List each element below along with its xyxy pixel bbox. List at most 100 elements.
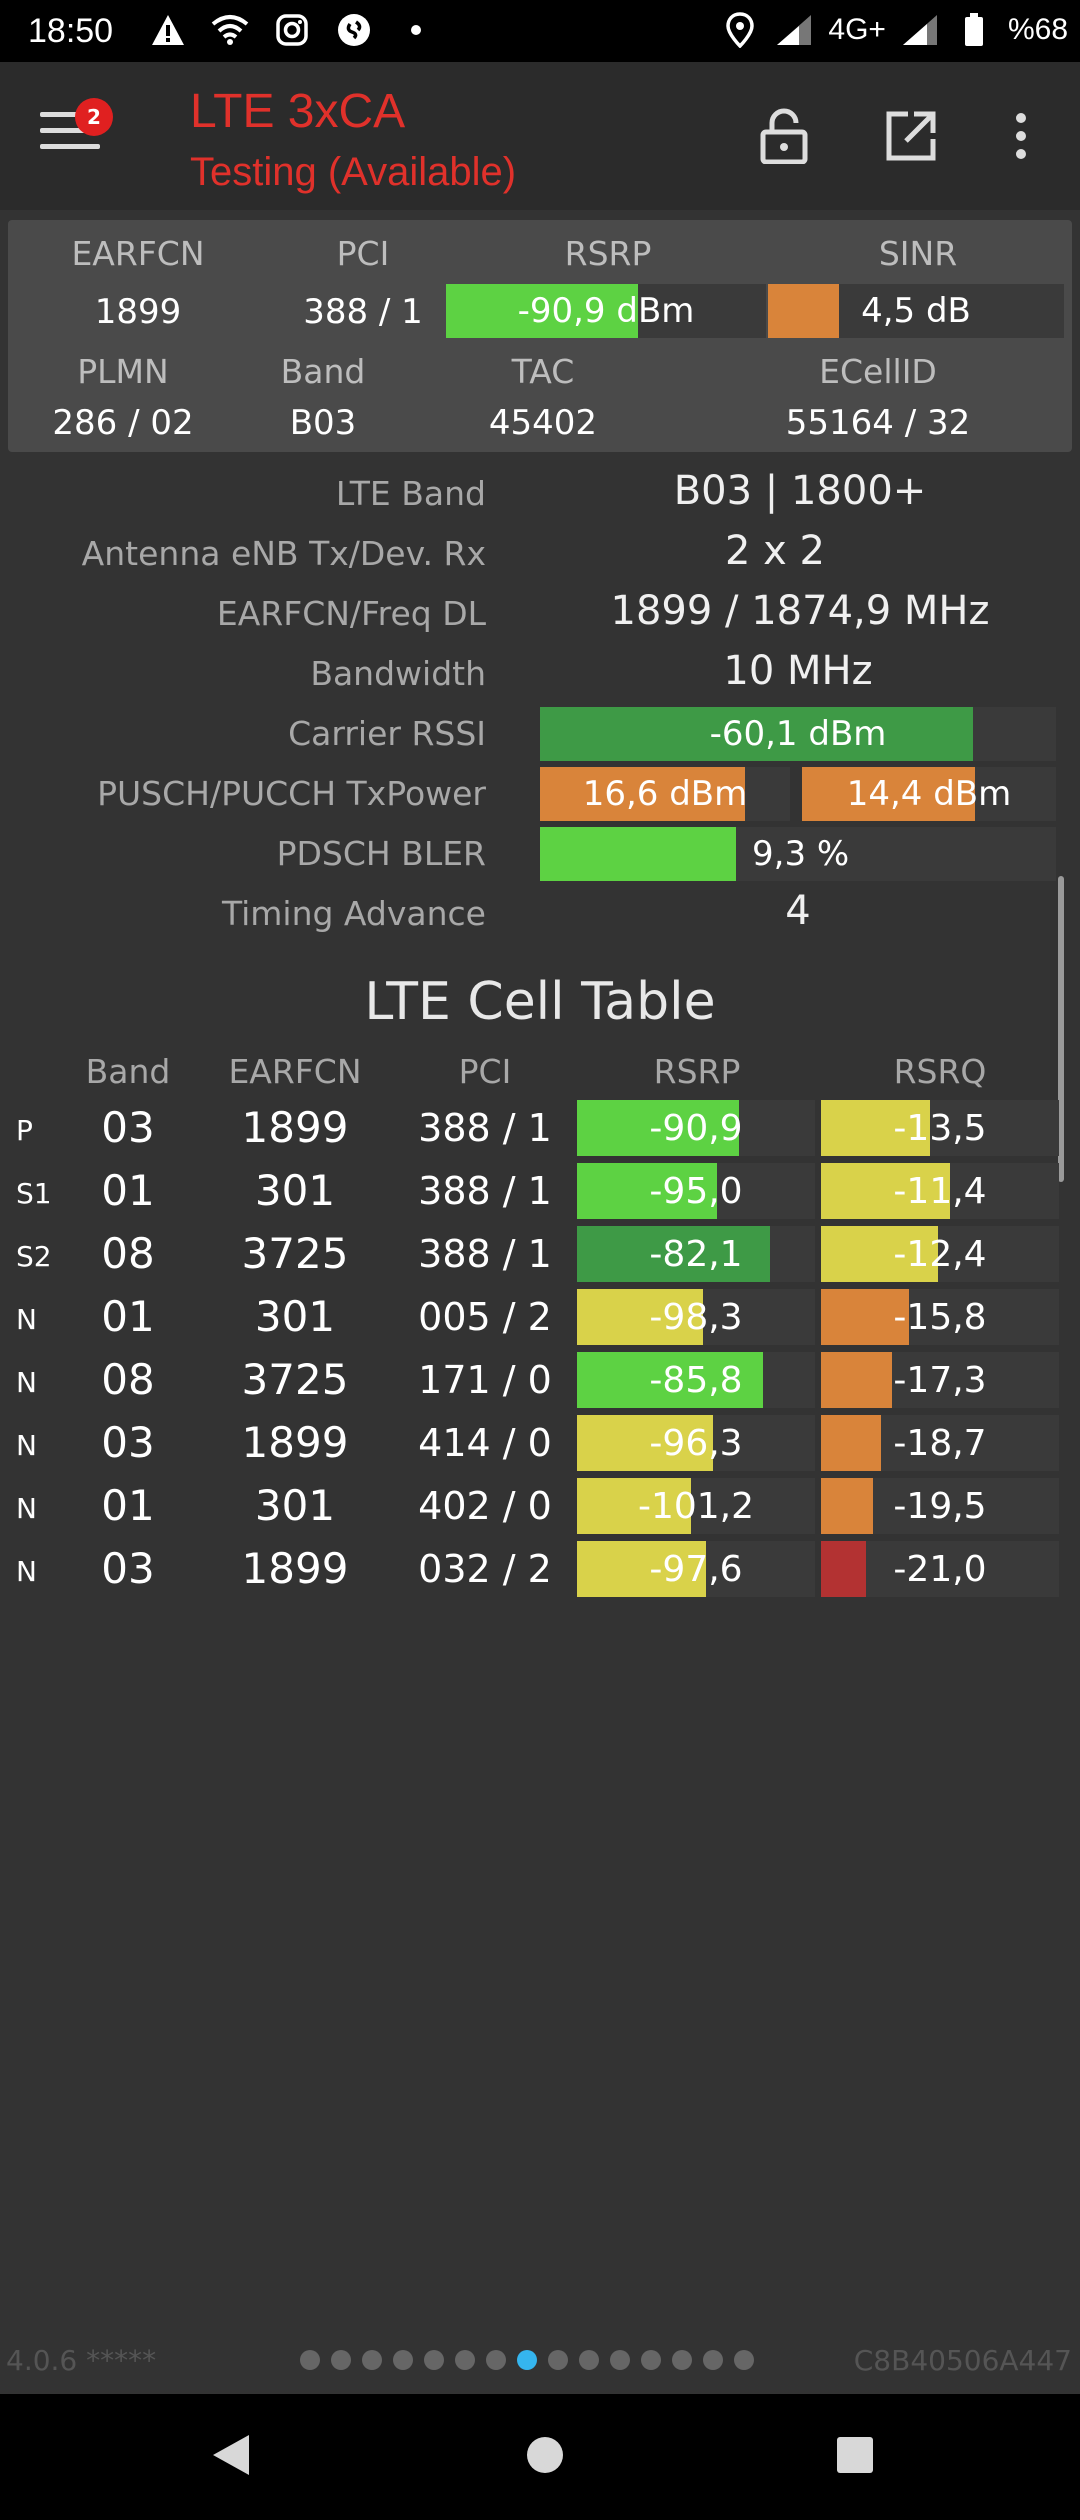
cell-row-pci: 388 / 1 xyxy=(418,1169,552,1213)
cell-row-earfcn: 3725 xyxy=(241,1229,349,1278)
battery-percent: %68 xyxy=(1007,13,1068,46)
app-subtitle: Testing (Available) xyxy=(190,150,517,194)
cell-row-rsrp-value: -90,9 xyxy=(649,1107,743,1149)
cell-row-pci: 388 / 1 xyxy=(418,1106,552,1150)
antenna-label: Antenna eNB Tx/Dev. Rx xyxy=(81,534,486,573)
cell-row-rsrq-value: -21,0 xyxy=(893,1548,987,1590)
col-header-band: Band xyxy=(85,1052,171,1091)
sinr-bar: 4,5 dB xyxy=(768,284,1064,338)
hamburger-menu-button[interactable] xyxy=(40,112,100,162)
ecellid-label: ECellID xyxy=(819,352,937,391)
rsrp-label: RSRP xyxy=(564,234,652,273)
cell-row-type: N xyxy=(16,1366,37,1399)
bler-fill xyxy=(540,827,737,881)
page-dot[interactable] xyxy=(362,2350,382,2370)
cell-row-rsrq-value: -11,4 xyxy=(893,1170,987,1212)
cell-row-rsrp-fill xyxy=(577,1352,763,1408)
shazam-icon xyxy=(334,10,374,50)
col-header-earfcn: EARFCN xyxy=(228,1052,362,1091)
cell-row-pci: 005 / 2 xyxy=(418,1295,552,1339)
overflow-menu-button[interactable] xyxy=(985,102,1057,174)
warning-icon xyxy=(148,10,188,50)
bler-bar: 9,3 % xyxy=(540,827,1056,881)
col-header-rsrq: RSRQ xyxy=(893,1052,987,1091)
timing-advance-value: 4 xyxy=(785,888,811,934)
cell-row-rsrp-fill xyxy=(577,1289,704,1345)
cell-table-title: LTE Cell Table xyxy=(364,972,716,1032)
earfcn-label: EARFCN xyxy=(71,234,205,273)
cell-row-rsrq-bar: -13,5 xyxy=(821,1100,1059,1156)
ecellid-value: 55164 / 32 xyxy=(785,403,971,443)
share-export-button[interactable] xyxy=(875,102,947,174)
cell-row-rsrp-value: -101,2 xyxy=(637,1485,755,1527)
page-dot[interactable] xyxy=(641,2350,661,2370)
cell-row-rsrq-value: -18,7 xyxy=(893,1422,987,1464)
network-type: 4G+ xyxy=(828,13,886,46)
pusch-power-bar: 16,6 dBm xyxy=(540,767,790,821)
page-dot[interactable] xyxy=(672,2350,692,2370)
page-dot[interactable] xyxy=(300,2350,320,2370)
location-icon xyxy=(720,10,760,50)
page-dot[interactable] xyxy=(703,2350,723,2370)
carrier-rssi-bar: -60,1 dBm xyxy=(540,707,1056,761)
sinr-bar-fill xyxy=(768,284,840,338)
cell-row-type: N xyxy=(16,1303,37,1336)
status-bar: 18:50 4G+ %68 xyxy=(0,0,1080,62)
cell-row-rsrp-fill xyxy=(577,1541,706,1597)
cell-row-pci: 388 / 1 xyxy=(418,1232,552,1276)
cell-row-type: P xyxy=(16,1114,33,1147)
cell-row-earfcn: 1899 xyxy=(241,1103,349,1152)
back-triangle-icon xyxy=(209,2431,253,2483)
open-external-icon xyxy=(884,109,938,167)
rsrp-value: -90,9 dBm xyxy=(517,291,695,331)
page-dot[interactable] xyxy=(331,2350,351,2370)
battery-icon xyxy=(954,10,994,50)
cell-row-rsrp-fill xyxy=(577,1100,739,1156)
pucch-power-fill xyxy=(802,767,975,821)
status-notification-icons xyxy=(148,10,436,50)
scrollbar[interactable] xyxy=(1058,876,1064,1182)
lock-button[interactable] xyxy=(748,102,820,174)
cell-row-rsrq-value: -15,8 xyxy=(893,1296,987,1338)
pucch-power-bar: 14,4 dBm xyxy=(802,767,1056,821)
cell-row-rsrq-fill xyxy=(821,1100,931,1156)
page-dot[interactable] xyxy=(548,2350,568,2370)
cell-row-rsrq-value: -12,4 xyxy=(893,1233,987,1275)
cell-row-type: N xyxy=(16,1429,37,1462)
rsrp-bar: -90,9 dBm xyxy=(446,284,766,338)
wifi-icon xyxy=(210,10,250,50)
cell-row-earfcn: 1899 xyxy=(241,1418,349,1467)
cell-row-rsrq-bar: -18,7 xyxy=(821,1415,1059,1471)
cell-row-rsrp-fill xyxy=(577,1226,770,1282)
cell-row-rsrq-fill xyxy=(821,1478,874,1534)
cell-row-rsrq-bar: -12,4 xyxy=(821,1226,1059,1282)
serving-cell-summary: EARFCN PCI RSRP SINR 1899 388 / 1 -90,9 … xyxy=(8,220,1072,452)
cell-row-rsrq-value: -17,3 xyxy=(893,1359,987,1401)
back-button[interactable] xyxy=(198,2424,264,2490)
home-button[interactable] xyxy=(512,2424,578,2490)
tac-label: TAC xyxy=(511,352,575,391)
app-bar: 2 LTE 3xCA Testing (Available) xyxy=(0,62,1080,210)
page-dot[interactable] xyxy=(734,2350,754,2370)
lock-open-icon xyxy=(759,108,809,168)
page-dot[interactable] xyxy=(579,2350,599,2370)
bler-value: 9,3 % xyxy=(752,834,850,874)
cell-row-pci: 414 / 0 xyxy=(418,1421,552,1465)
band-value: B03 xyxy=(289,403,357,443)
page-dot[interactable] xyxy=(455,2350,475,2370)
page-dot[interactable] xyxy=(610,2350,630,2370)
cell-row-rsrq-fill xyxy=(821,1415,881,1471)
page-dot[interactable] xyxy=(393,2350,413,2370)
cell-row-rsrq-bar: -19,5 xyxy=(821,1478,1059,1534)
page-dot[interactable] xyxy=(517,2350,537,2370)
recents-button[interactable] xyxy=(822,2424,888,2490)
page-dot[interactable] xyxy=(486,2350,506,2370)
signal-icon xyxy=(774,10,814,50)
cell-row-band: 03 xyxy=(101,1103,155,1152)
page-dot[interactable] xyxy=(424,2350,444,2370)
bandwidth-value: 10 MHz xyxy=(723,648,873,694)
cell-row-earfcn: 1899 xyxy=(241,1544,349,1593)
cell-row-band: 08 xyxy=(101,1229,155,1278)
earfcn-value: 1899 xyxy=(94,292,182,332)
cell-row-band: 03 xyxy=(101,1544,155,1593)
